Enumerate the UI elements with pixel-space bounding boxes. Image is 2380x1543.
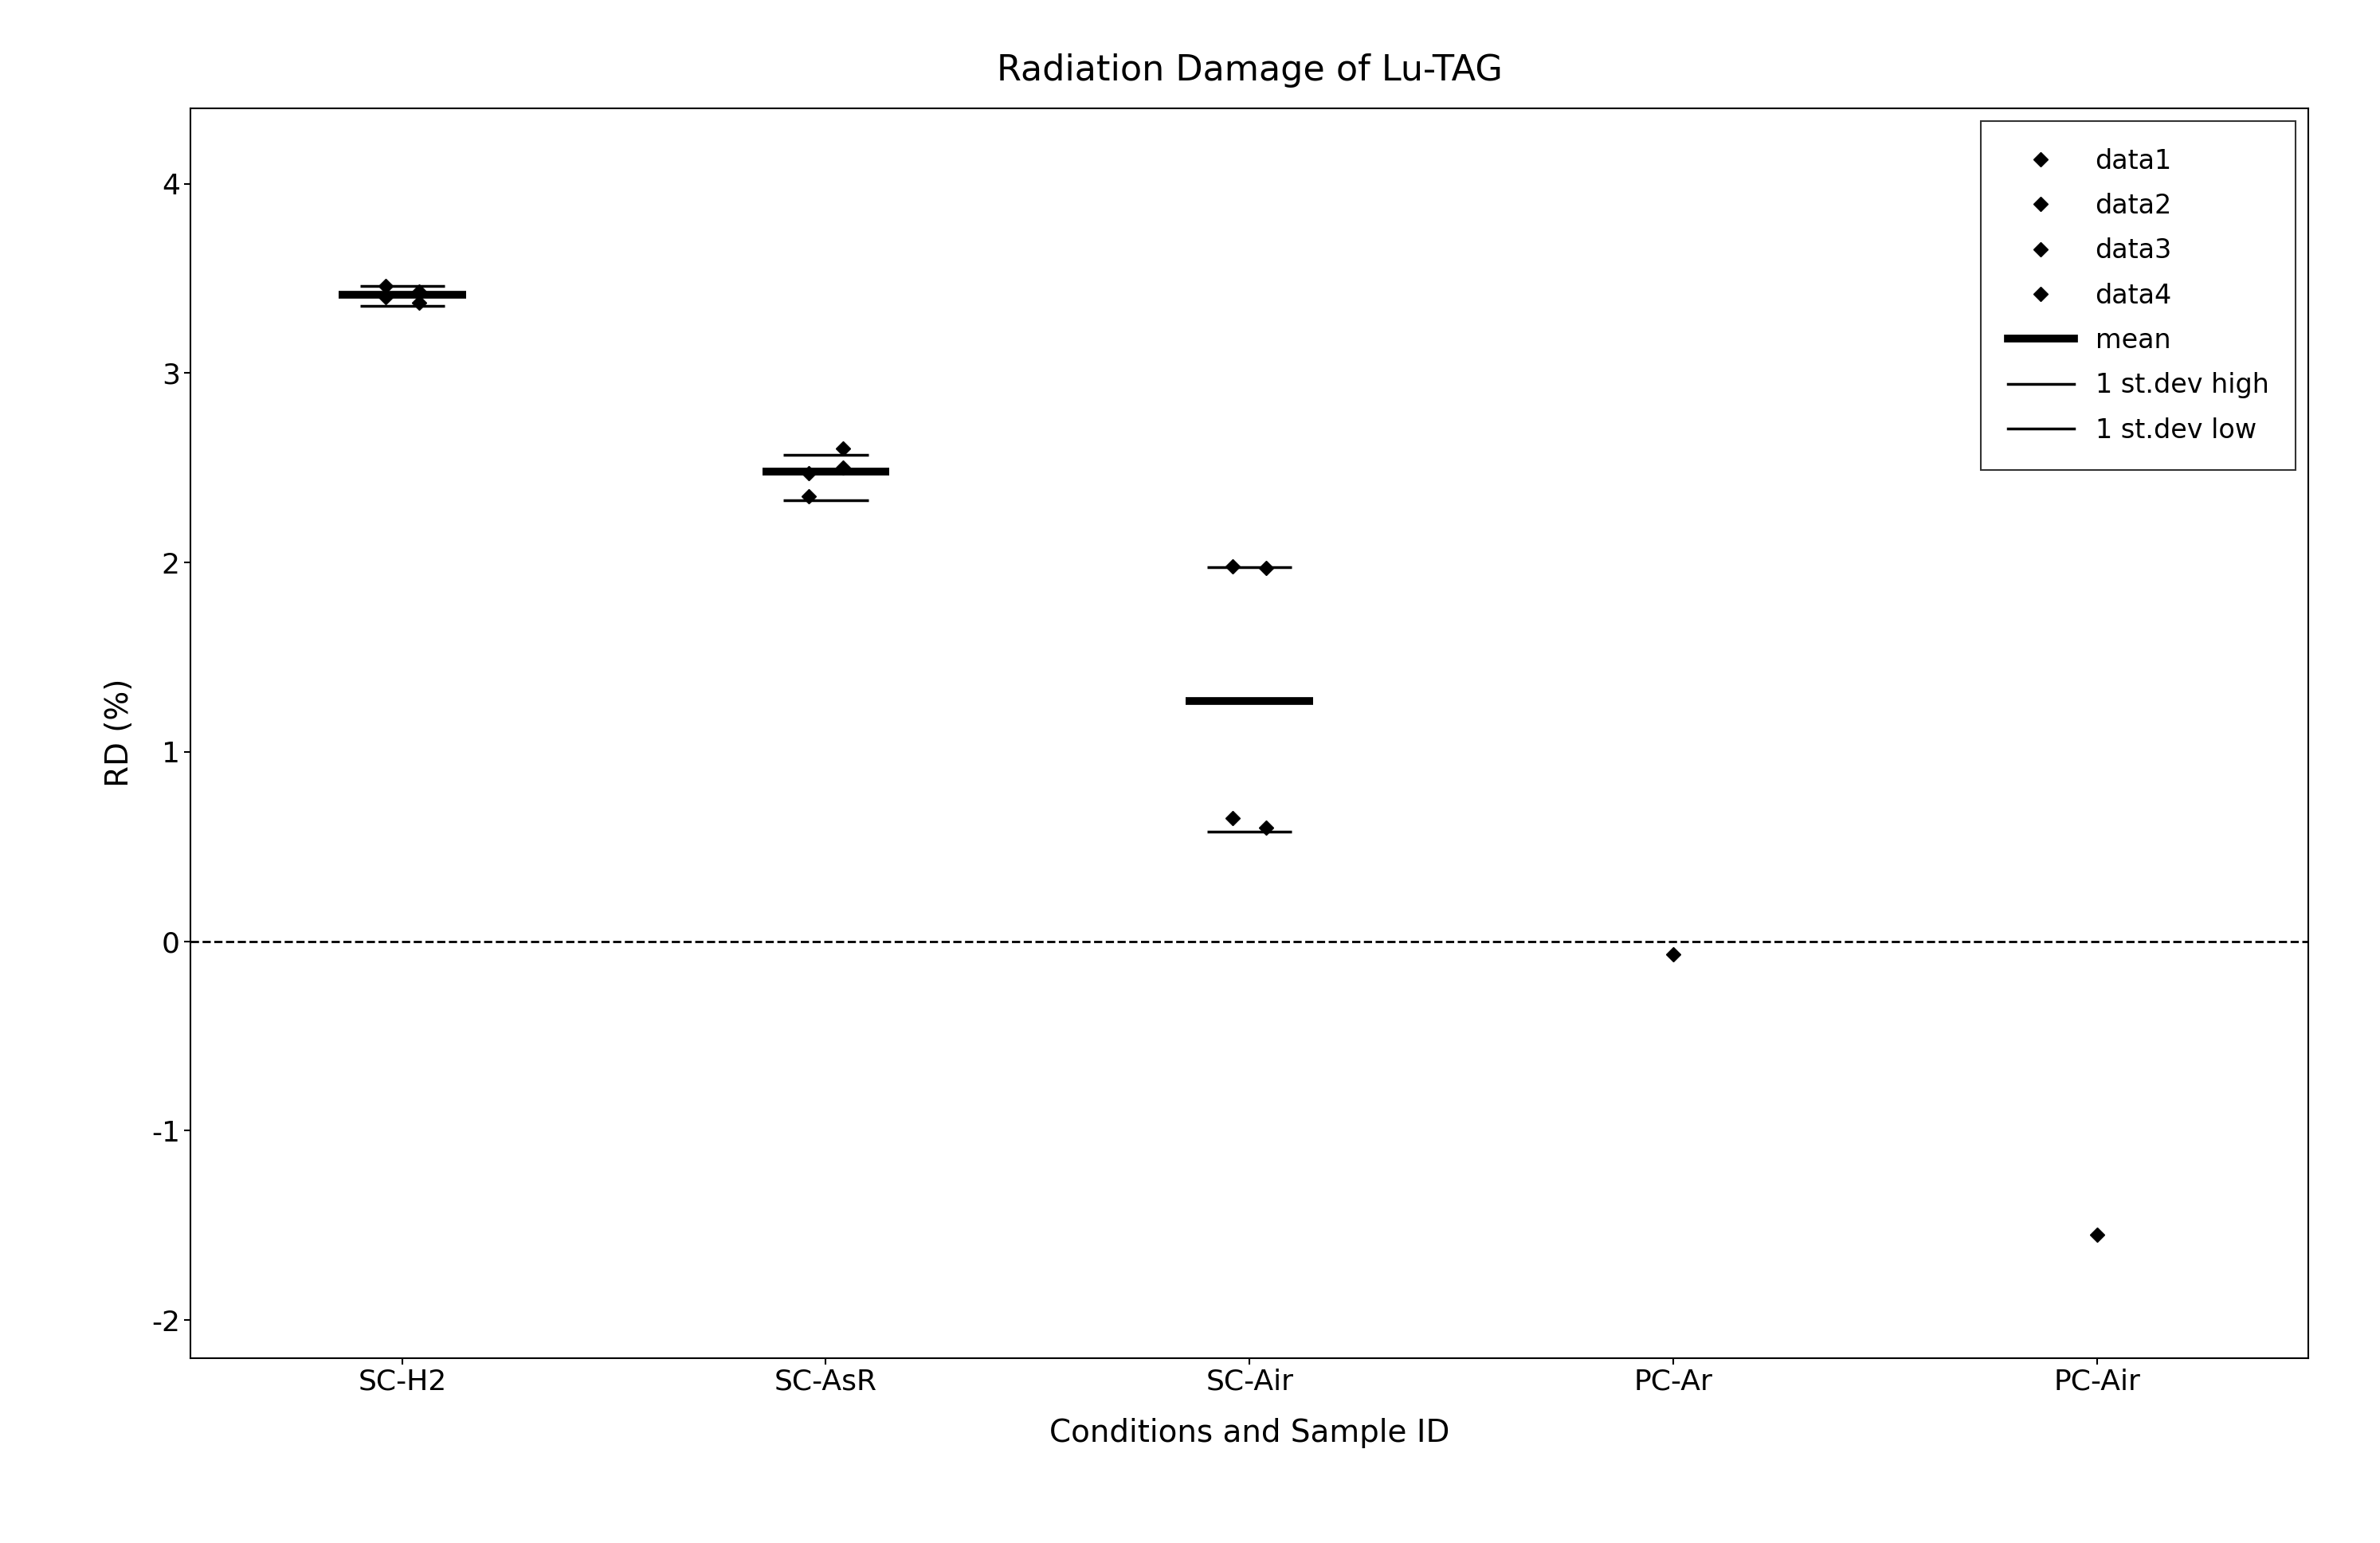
- Y-axis label: RD (%): RD (%): [105, 679, 136, 787]
- Legend: data1, data2, data3, data4, mean, 1 st.dev high, 1 st.dev low: data1, data2, data3, data4, mean, 1 st.d…: [1980, 122, 2294, 471]
- Title: Radiation Damage of Lu-TAG: Radiation Damage of Lu-TAG: [997, 54, 1502, 88]
- X-axis label: Conditions and Sample ID: Conditions and Sample ID: [1050, 1418, 1449, 1447]
